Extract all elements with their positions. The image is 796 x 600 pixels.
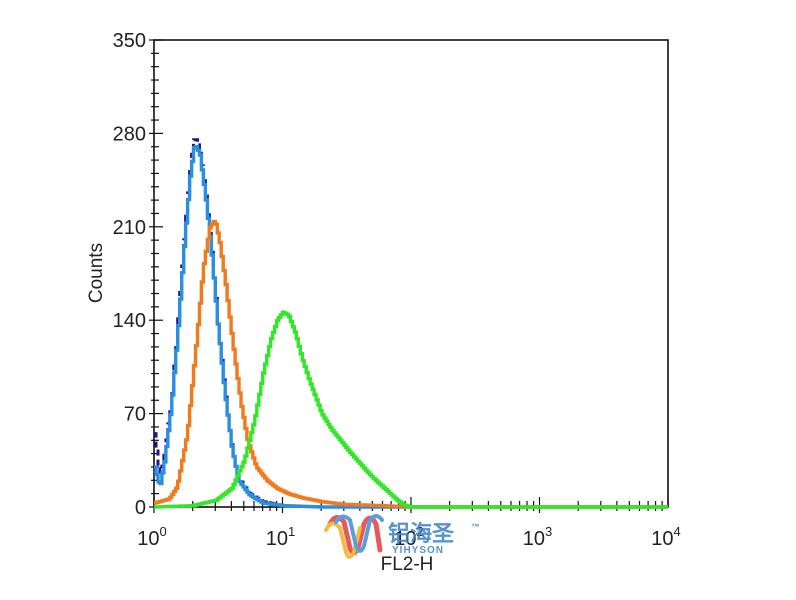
y-tick-label: 280: [113, 123, 146, 145]
y-tick-labels: 0 70 140 210 280 350: [113, 30, 146, 519]
logo-w-blue: [334, 514, 384, 553]
y-tick-label: 350: [113, 30, 146, 52]
x-tick-label: 103: [523, 524, 552, 550]
watermark-cn: 铝海圣: [388, 521, 455, 547]
y-tick-label: 140: [113, 310, 146, 332]
watermark-tm: ™: [471, 522, 481, 532]
series-layer: [154, 138, 668, 509]
y-axis-title: Counts: [86, 243, 107, 303]
y-axis-ticks: [149, 39, 163, 508]
series-line: [154, 310, 668, 509]
y-tick-label: 0: [135, 497, 146, 519]
x-tick-label: 102: [394, 524, 423, 550]
y-tick-label: 210: [113, 217, 146, 239]
x-tick-label: 104: [651, 524, 680, 550]
x-tick-label: 101: [266, 524, 295, 550]
x-axis-title: FL2-H: [381, 554, 434, 575]
series-line: [154, 219, 668, 509]
y-tick-label: 70: [124, 404, 146, 426]
x-tick-label: 100: [137, 524, 166, 550]
logo-w-yellow: [324, 521, 362, 559]
watermark-logo: 铝海圣 ™ YIHYSON: [324, 514, 481, 559]
x-tick-labels: 100 101 102 103 104: [137, 524, 680, 550]
watermark-en: YIHYSON: [392, 545, 444, 556]
